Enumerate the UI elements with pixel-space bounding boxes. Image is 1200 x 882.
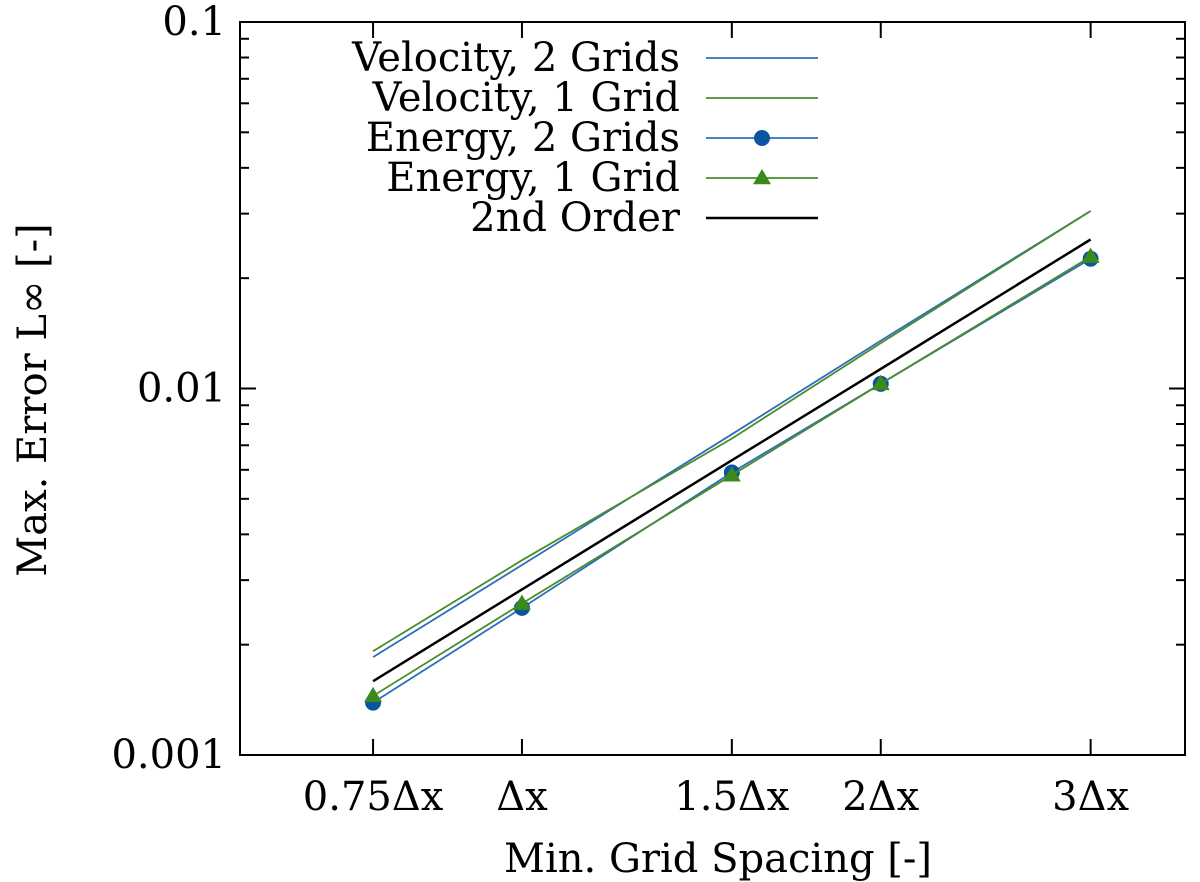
legend-label: Energy, 1 Grid [386, 155, 680, 201]
series-layer [364, 210, 1100, 711]
x-tick-label: 3Δx [1052, 774, 1129, 820]
data-point-triangle [753, 169, 771, 185]
x-axis-label: Min. Grid Spacing [-] [504, 836, 932, 882]
legend-entry: Energy, 2 Grids [366, 115, 818, 161]
x-tick-label: 0.75Δx [303, 774, 444, 820]
series-line [372, 238, 1092, 683]
series-0 [372, 210, 1092, 658]
y-tick-label: 0.001 [111, 732, 226, 778]
data-point-triangle [364, 686, 383, 703]
x-axis: 0.75Δx Δx 1.5Δx 2Δx 3Δx [303, 22, 1130, 820]
legend-label: Velocity, 2 Grids [351, 35, 680, 81]
series-4 [372, 238, 1092, 683]
legend-label: Velocity, 1 Grid [372, 75, 680, 121]
legend-label: 2nd Order [470, 195, 681, 241]
legend-label: Energy, 2 Grids [366, 115, 680, 161]
data-point-triangle [722, 466, 741, 482]
legend-entry: Velocity, 1 Grid [372, 75, 818, 121]
data-point-triangle [512, 594, 531, 610]
x-tick-label: 1.5Δx [674, 774, 790, 820]
legend-entry: Energy, 1 Grid [386, 155, 818, 201]
y-axis-label: Max. Error L∞ [-] [10, 223, 56, 576]
y-axis: 0.001 0.01 0.1 [111, 0, 1185, 778]
series-3 [364, 247, 1100, 703]
series-line [372, 210, 1092, 658]
x-tick-label: 2Δx [842, 774, 919, 820]
series-1 [372, 210, 1092, 652]
data-point-triangle [1081, 247, 1100, 263]
data-point-circle [754, 130, 770, 146]
y-tick-label: 0.01 [137, 366, 226, 412]
data-point-triangle [871, 374, 890, 391]
series-line [372, 210, 1092, 652]
y-tick-label: 0.1 [162, 0, 226, 45]
legend-entry: Velocity, 2 Grids [351, 35, 818, 81]
x-tick-label: Δx [496, 774, 548, 820]
legend-entry: 2nd Order [470, 195, 818, 241]
